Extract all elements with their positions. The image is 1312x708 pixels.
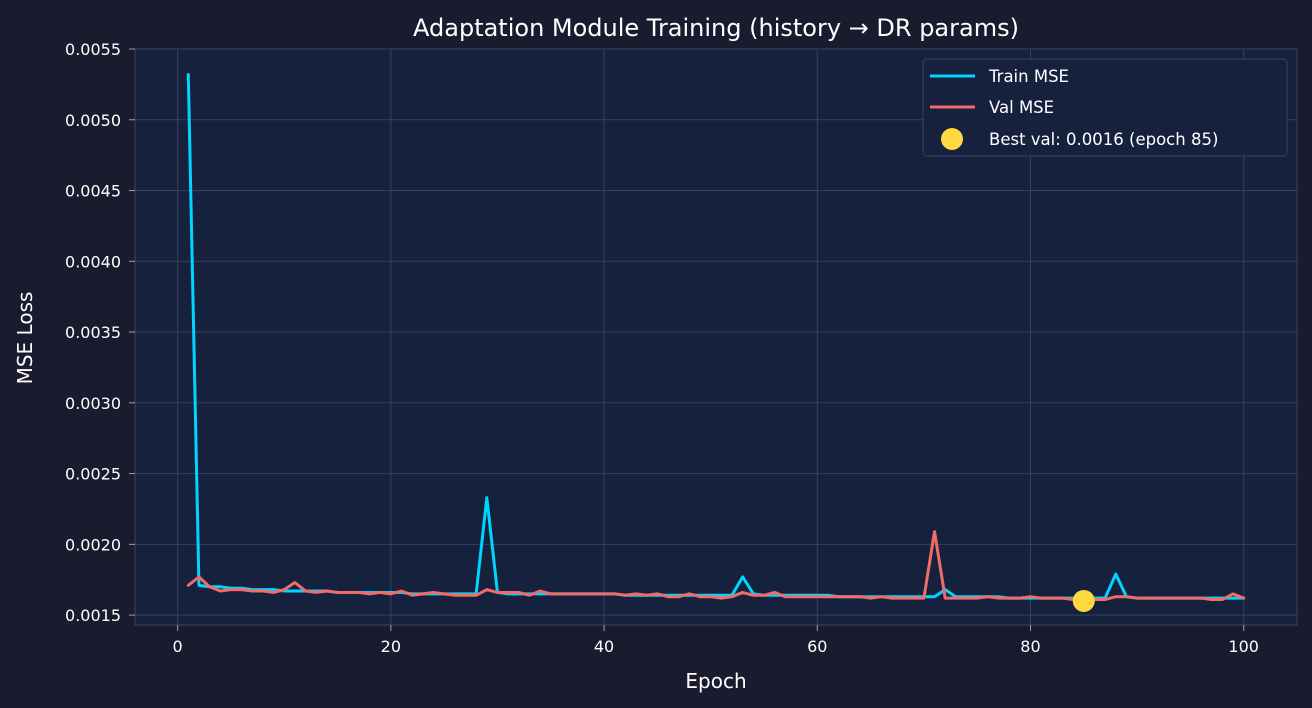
- series-layer: [186, 72, 1246, 602]
- x-axis-ticks: 0 20 40 60 80 100: [173, 625, 1259, 656]
- legend-best-label: Best val: 0.0016 (epoch 85): [989, 130, 1218, 149]
- marker-layer: [1072, 589, 1095, 612]
- y-tick-label: 0.0020: [65, 535, 121, 554]
- x-tick-label: 0: [173, 637, 183, 656]
- val-mse-line: [186, 530, 1246, 602]
- y-tick-label: 0.0030: [65, 394, 121, 413]
- y-tick-label: 0.0015: [65, 606, 121, 625]
- y-tick-label: 0.0040: [65, 252, 121, 271]
- plot-frame: [134, 48, 1298, 626]
- y-axis-ticks: 0.0015 0.0020 0.0025 0.0030 0.0035 0.0040 0.00…: [65, 40, 135, 625]
- x-tick-label: 40: [594, 637, 614, 656]
- x-tick-label: 100: [1228, 637, 1259, 656]
- y-tick-label: 0.0025: [65, 465, 121, 484]
- chart-title: Adaptation Module Training (history → DR…: [413, 14, 1019, 42]
- x-axis-label: Epoch: [685, 669, 746, 693]
- legend-best-swatch: [941, 128, 963, 150]
- x-tick-label: 80: [1020, 637, 1040, 656]
- best-val-marker: [1072, 589, 1095, 612]
- y-axis-label: MSE Loss: [13, 292, 37, 385]
- y-tick-label: 0.0050: [65, 111, 121, 130]
- y-tick-label: 0.0035: [65, 323, 121, 342]
- legend: Train MSE Val MSE Best val: 0.0016 (epoc…: [922, 58, 1288, 157]
- x-tick-label: 60: [807, 637, 827, 656]
- y-tick-label: 0.0055: [65, 40, 121, 59]
- legend-train-label: Train MSE: [988, 67, 1069, 86]
- x-tick-label: 20: [381, 637, 401, 656]
- legend-val-label: Val MSE: [989, 98, 1054, 117]
- y-tick-label: 0.0045: [65, 182, 121, 201]
- legend-box: [922, 58, 1288, 157]
